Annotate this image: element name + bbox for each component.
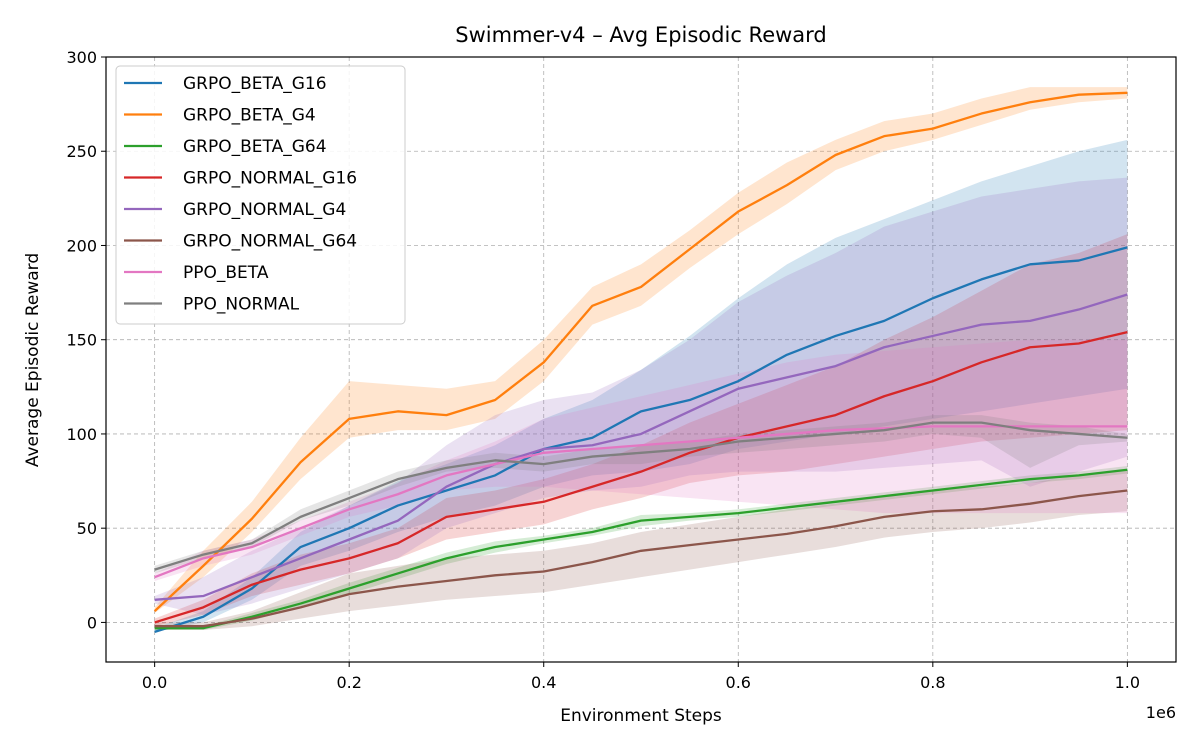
plot-frame (105, 56, 1177, 663)
legend: GRPO_BETA_G16 GRPO_BETA_G4 GRPO_BETA_G64 GR… (115, 65, 406, 325)
line-grpo-normal-g4 (154, 293, 1128, 601)
series-lines (153, 91, 1128, 633)
x-tick-label: 1.0 (1115, 673, 1140, 692)
legend-label-grpo-beta-g64: GRPO_BETA_G64 (183, 137, 327, 157)
line-ppo-beta (154, 425, 1128, 579)
line-grpo-normal-g64 (154, 489, 1128, 628)
band-grpo-beta-g64 (154, 465, 1128, 630)
y-tick-label: 150 (66, 331, 97, 350)
y-tick-label: 300 (66, 48, 97, 67)
y-tick-label: 50 (77, 519, 97, 538)
band-grpo-beta-g16 (154, 139, 1128, 632)
x-tick-label: 0.4 (531, 673, 556, 692)
y-tick-label: 200 (66, 236, 97, 255)
legend-label-grpo-beta-g16: GRPO_BETA_G16 (183, 74, 327, 94)
y-tick-label: 0 (87, 613, 97, 632)
line-grpo-beta-g4 (153, 91, 1128, 612)
band-grpo-normal-g16 (154, 234, 1128, 627)
y-tick-label: 250 (66, 142, 97, 161)
chart-title: Swimmer-v4 – Avg Episodic Reward (455, 23, 827, 47)
legend-label-ppo-beta: PPO_BETA (183, 263, 269, 283)
line-grpo-beta-g16 (154, 246, 1128, 633)
x-tick-label: 0.0 (142, 673, 167, 692)
x-axis-label: Environment Steps (560, 706, 722, 726)
x-tick-label: 0.8 (920, 673, 945, 692)
x-tick-label: 0.2 (336, 673, 361, 692)
x-tick-label: 0.6 (726, 673, 751, 692)
y-axis-label: Average Episodic Reward (23, 253, 43, 467)
legend-box (115, 65, 406, 325)
band-ppo-beta (154, 339, 1128, 581)
line-ppo-normal (154, 421, 1128, 571)
grid (106, 56, 1176, 662)
legend-label-grpo-beta-g4: GRPO_BETA_G4 (183, 106, 316, 126)
x-axis-multiplier: 1e6 (1146, 703, 1176, 722)
legend-label-grpo-normal-g16: GRPO_NORMAL_G16 (183, 169, 357, 189)
legend-label-grpo-normal-g64: GRPO_NORMAL_G64 (183, 232, 357, 252)
legend-label-grpo-normal-g4: GRPO_NORMAL_G4 (183, 200, 346, 220)
axis-ticks: 0.0 0.2 0.4 0.6 0.8 1.0 0 50 100 150 200 250 300 (66, 48, 1140, 692)
line-grpo-beta-g64 (154, 468, 1128, 630)
line-grpo-normal-g16 (154, 331, 1128, 624)
y-tick-label: 100 (66, 425, 97, 444)
legend-label-ppo-normal: PPO_NORMAL (183, 295, 300, 315)
